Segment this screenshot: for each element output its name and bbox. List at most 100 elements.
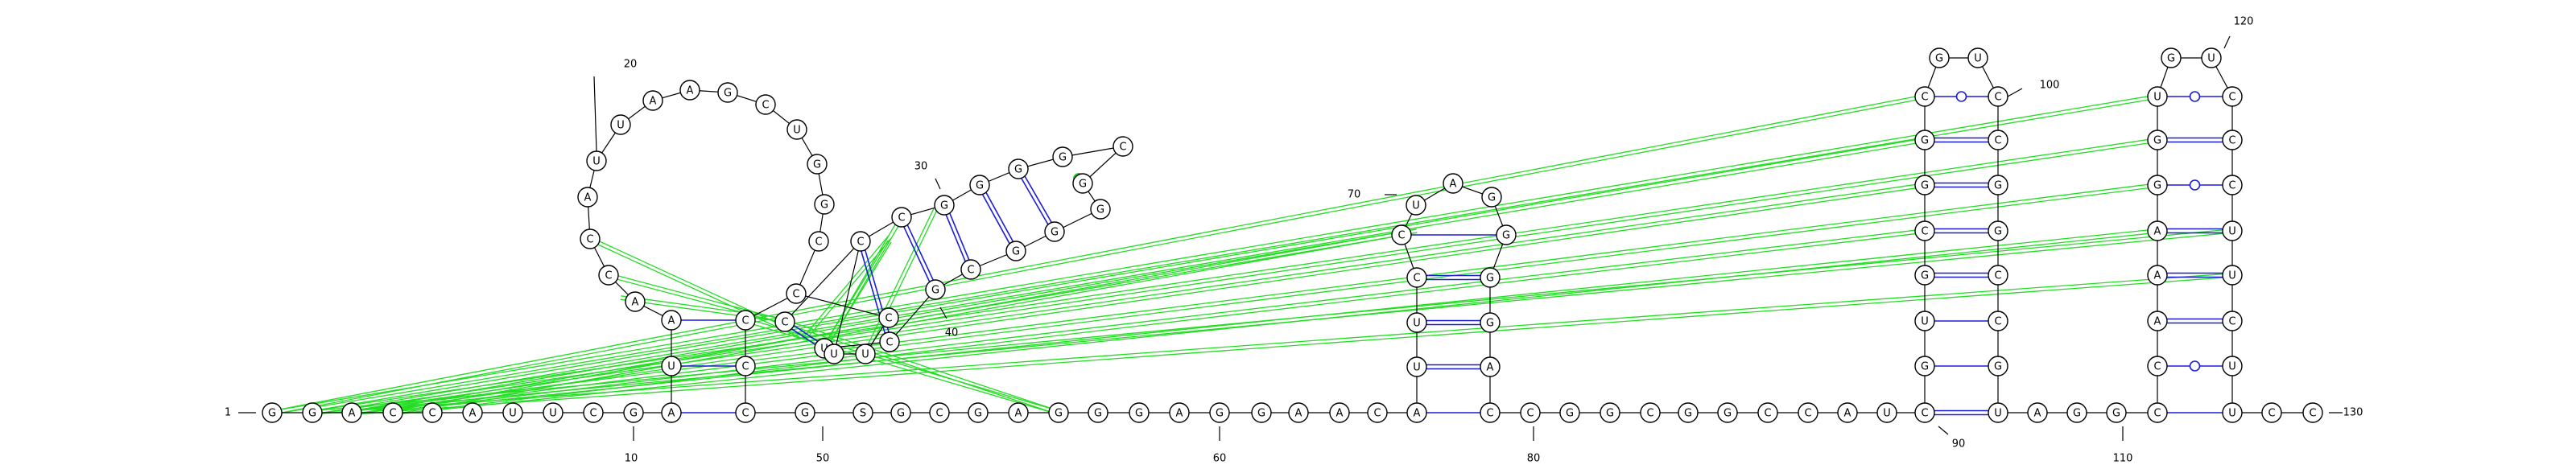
nucleotide-circle xyxy=(891,207,912,228)
nucleotide-circle xyxy=(2222,265,2243,286)
nucleotide-letter: C xyxy=(1413,273,1420,285)
nucleotide-letter: U xyxy=(509,408,517,420)
nucleotide-circle xyxy=(929,402,950,423)
nucleotide-117: U xyxy=(2147,86,2168,107)
nucleotide-circle xyxy=(679,80,700,101)
nucleotide-105: G xyxy=(1988,356,2008,376)
tick-mark xyxy=(593,76,597,152)
nucleotide-77: A xyxy=(1480,356,1501,377)
nucleotide-letter: U xyxy=(830,349,838,361)
nucleotide-circle xyxy=(1914,220,1935,241)
nucleotide-circle xyxy=(1929,47,1950,68)
nucleotide-circle xyxy=(1520,402,1541,423)
nucleotide-letter: A xyxy=(2154,316,2161,328)
nucleotide-81: G xyxy=(1600,402,1620,423)
nucleotide-86: C xyxy=(1798,402,1818,423)
nucleotide-circle xyxy=(1640,402,1661,423)
nucleotide-54: C xyxy=(929,402,950,423)
nucleotide-circle xyxy=(717,82,738,103)
nucleotide-circle xyxy=(302,402,323,423)
nucleotide-circle xyxy=(1678,402,1699,423)
nucleotide-letter: G xyxy=(1994,180,2002,192)
nucleotide-circle xyxy=(2147,175,2168,195)
position-label-10: 10 xyxy=(625,453,638,465)
pseudoknot-line xyxy=(806,237,892,339)
nucleotide-circle xyxy=(1129,402,1150,423)
nucleotide-128: C xyxy=(2261,402,2282,423)
pseudoknot-line xyxy=(271,94,1925,412)
nucleotide-letter: G xyxy=(1994,361,2002,373)
nucleotide-letter: C xyxy=(389,408,396,420)
nucleotide-letter: G xyxy=(1096,204,1104,216)
nucleotide-94: G xyxy=(1914,175,1935,195)
nucleotide-letter: C xyxy=(589,408,597,420)
nucleotide-48: C xyxy=(878,307,899,328)
nucleotide-letter: A xyxy=(687,85,694,97)
nucleotide-letter: C xyxy=(1764,408,1771,420)
nucleotide-circle xyxy=(1988,356,2008,376)
nucleotide-circle xyxy=(1559,402,1580,423)
nucleotide-63: A xyxy=(1288,402,1309,423)
nucleotide-letter: U xyxy=(667,361,675,373)
pseudoknot-line xyxy=(393,232,1926,415)
nucleotide-circle xyxy=(786,119,807,140)
nucleotide-circle xyxy=(2222,130,2243,150)
nucleotide-circle xyxy=(1914,265,1935,286)
nucleotide-circle xyxy=(735,310,756,331)
nucleotide-circle xyxy=(2147,220,2168,241)
nucleotide-69: C xyxy=(1406,267,1427,288)
nucleotide-36: C xyxy=(891,207,912,228)
nucleotide-letter: G xyxy=(1921,180,1929,192)
nucleotide-circle xyxy=(598,265,619,286)
nucleotide-22: G xyxy=(717,82,738,103)
nucleotide-letter: U xyxy=(2228,361,2236,373)
nucleotide-20: A xyxy=(642,90,663,111)
nucleotide-letter: G xyxy=(1921,361,1929,373)
nucleotide-circle xyxy=(735,356,756,376)
position-ticks xyxy=(238,35,2343,441)
nucleotide-circle xyxy=(543,402,564,423)
nucleotide-circle xyxy=(2147,265,2168,286)
nucleotide-circle xyxy=(1251,402,1272,423)
nucleotide-circle xyxy=(1914,130,1935,150)
nucleotide-letter: U xyxy=(2153,92,2161,104)
nucleotide-letter: C xyxy=(885,313,892,325)
nucleotide-letter: G xyxy=(974,408,982,420)
nucleotide-90: G xyxy=(1914,356,1935,376)
nucleotide-letter: G xyxy=(1059,152,1067,164)
nucleotide-129: C xyxy=(2302,402,2323,423)
nucleotide-16: C xyxy=(580,228,601,249)
nucleotide-circle xyxy=(623,402,644,423)
nucleotide-letter: C xyxy=(741,361,749,373)
nucleotide-circle xyxy=(852,402,873,423)
nucleotide-7: U xyxy=(502,402,523,423)
nucleotide-letter: A xyxy=(1844,408,1852,420)
nucleotide-letter: G xyxy=(1079,179,1087,191)
nucleotide-61: G xyxy=(1209,402,1230,423)
nucleotide-circle xyxy=(878,307,899,328)
nucleotide-59: G xyxy=(1129,402,1150,423)
nucleotide-26: G xyxy=(814,194,835,215)
pseudoknot-line xyxy=(352,186,1926,415)
nucleotide-78: C xyxy=(1480,402,1501,423)
nucleotide-circle xyxy=(661,310,682,331)
nucleotide-circle xyxy=(1757,402,1778,423)
base-pair-line xyxy=(981,194,1010,245)
nucleotide-letter: A xyxy=(1450,179,1457,191)
nucleotide-74: G xyxy=(1496,224,1517,245)
nucleotide-circle xyxy=(1443,173,1463,194)
nucleotide-87: A xyxy=(1837,402,1858,423)
position-label-130: 130 xyxy=(2343,407,2363,419)
nucleotide-10: G xyxy=(623,402,644,423)
nucleotide-letter: C xyxy=(428,408,436,420)
nucleotide-circle xyxy=(1209,402,1230,423)
pseudoknot-line xyxy=(822,216,901,348)
nucleotide-letter: U xyxy=(2228,226,2236,238)
nucleotide-letter: C xyxy=(781,317,788,329)
nucleotide-75: G xyxy=(1480,267,1501,288)
nucleotide-44: G xyxy=(1052,146,1073,167)
nucleotide-5: C xyxy=(422,402,443,423)
nucleotide-circle xyxy=(786,283,807,304)
nucleotide-circle xyxy=(1798,402,1818,423)
